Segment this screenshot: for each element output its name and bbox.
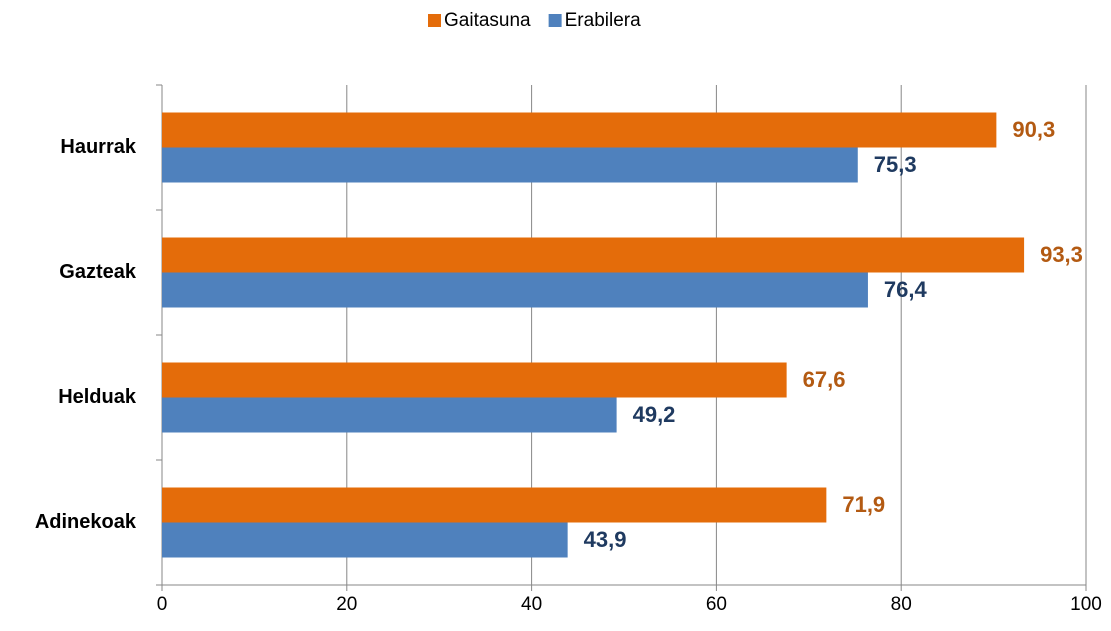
y-tick-label: Haurrak: [60, 136, 136, 158]
y-tick-label: Gazteak: [59, 261, 137, 283]
y-tick-label: Adinekoak: [35, 511, 137, 533]
legend-swatch: [428, 14, 441, 27]
data-label: 43,9: [584, 527, 627, 552]
data-label: 93,3: [1040, 242, 1083, 267]
data-label: 90,3: [1012, 117, 1055, 142]
bar: [162, 147, 858, 183]
bar: [162, 237, 1025, 273]
y-tick-label: Helduak: [58, 386, 137, 408]
x-tick-label: 0: [157, 594, 168, 615]
x-tick-label: 80: [891, 594, 912, 615]
data-label: 49,2: [633, 402, 676, 427]
x-tick-label: 100: [1070, 594, 1102, 615]
data-label: 75,3: [874, 152, 917, 177]
bar: [162, 362, 787, 398]
bar: [162, 397, 617, 433]
legend-swatch: [548, 14, 562, 27]
data-label: 76,4: [884, 277, 928, 302]
bar: [162, 522, 568, 558]
x-tick-label: 40: [521, 594, 542, 615]
x-tick-label: 60: [706, 594, 727, 615]
data-label: 71,9: [842, 492, 885, 517]
bar: [162, 272, 868, 308]
bar: [162, 112, 997, 148]
data-label: 67,6: [803, 367, 846, 392]
bar: [162, 487, 827, 523]
legend-label: Erabilera: [565, 10, 641, 31]
x-tick-label: 20: [336, 594, 357, 615]
legend-label: Gaitasuna: [444, 10, 531, 31]
